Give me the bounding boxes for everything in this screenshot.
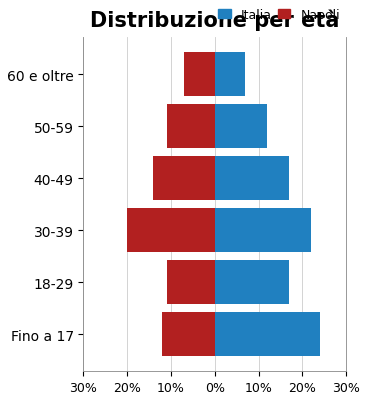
Bar [215,157,289,200]
Bar [184,53,215,97]
Bar [215,312,320,356]
Title: Distribuzione per età: Distribuzione per età [90,9,339,30]
Bar [127,209,215,253]
Bar [215,53,246,97]
Bar [215,209,311,253]
Bar [167,260,215,304]
Bar [215,105,267,149]
Bar [162,312,215,356]
Legend: Italia, Napoli: Italia, Napoli [213,4,345,27]
Bar [215,260,289,304]
Bar [167,105,215,149]
Bar [153,157,215,200]
